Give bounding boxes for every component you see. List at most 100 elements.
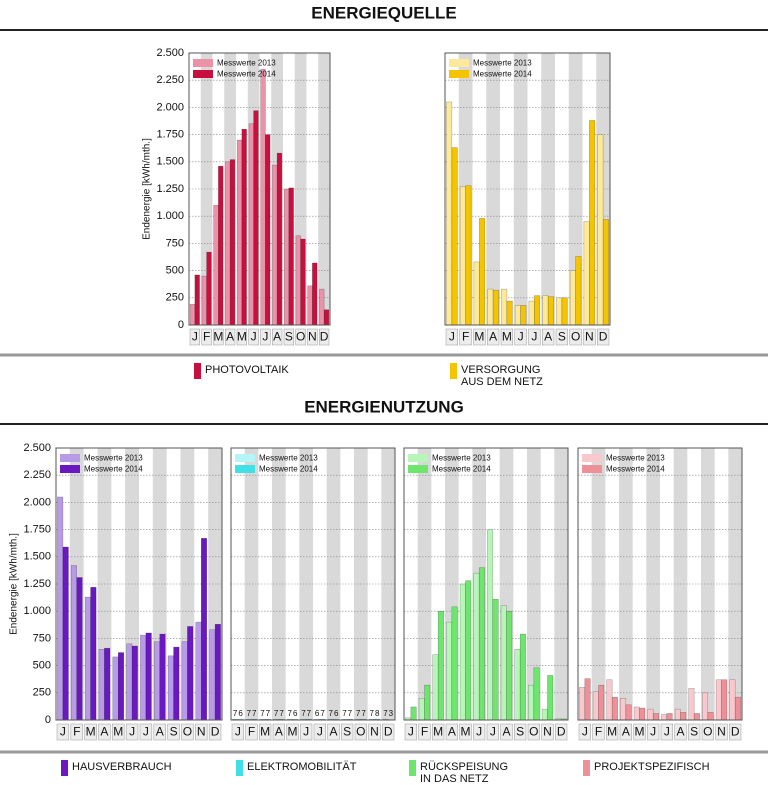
- value-label: 7: [348, 709, 353, 718]
- bar: [424, 684, 431, 721]
- month-cell: [307, 328, 318, 346]
- month-cell: [729, 723, 742, 741]
- bar: [218, 165, 224, 326]
- legend-swatch: [235, 454, 255, 462]
- bar: [248, 123, 254, 326]
- bar: [542, 295, 549, 326]
- bar: [541, 708, 548, 721]
- bar: [583, 221, 590, 326]
- x-tick-label: D: [320, 330, 329, 344]
- month-cell: [70, 723, 83, 741]
- month-cell: [382, 723, 395, 741]
- x-tick-label: F: [462, 330, 469, 344]
- bar: [519, 633, 526, 721]
- x-tick-label: F: [203, 330, 210, 344]
- bar: [283, 188, 290, 326]
- x-tick-label: O: [356, 725, 365, 739]
- bar: [569, 270, 576, 326]
- bar: [112, 656, 119, 721]
- legend-label: Messwerte 2013: [473, 59, 532, 68]
- bar: [418, 697, 425, 721]
- value-label: 7: [252, 709, 257, 718]
- x-tick-label: J: [650, 725, 656, 739]
- column-band: [272, 448, 286, 720]
- x-tick-label: A: [329, 725, 337, 739]
- y-tick-label: 2.250: [23, 469, 51, 481]
- bar: [702, 692, 709, 721]
- x-tick-label: A: [448, 725, 456, 739]
- legend-label: Messwerte 2014: [473, 70, 532, 79]
- month-cell: [125, 723, 139, 741]
- bar: [473, 261, 480, 326]
- month-cell: [619, 723, 632, 741]
- caption-swatch: [194, 363, 201, 379]
- bar: [410, 706, 417, 721]
- x-tick-label: S: [285, 330, 293, 344]
- value-label: 7: [329, 709, 334, 718]
- month-cell: [181, 723, 194, 741]
- month-cell: [368, 723, 381, 741]
- bar: [214, 624, 221, 721]
- value-label: 7: [301, 709, 306, 718]
- x-tick-label: N: [543, 725, 552, 739]
- bar: [195, 621, 202, 721]
- bar: [680, 712, 687, 721]
- month-cell: [445, 328, 458, 346]
- y-tick-label: 2.000: [23, 496, 51, 508]
- y-tick-label: 1.750: [156, 129, 184, 141]
- legend-swatch: [449, 70, 469, 78]
- x-tick-label: M: [433, 725, 443, 739]
- x-tick-label: A: [676, 725, 684, 739]
- month-cell: [139, 723, 153, 741]
- bar: [307, 285, 313, 326]
- x-tick-label: O: [183, 725, 192, 739]
- legend-swatch: [449, 59, 469, 67]
- x-tick-label: S: [170, 725, 178, 739]
- month-cell: [592, 723, 605, 741]
- bar: [473, 572, 480, 721]
- x-tick-label: S: [516, 725, 524, 739]
- column-band: [619, 448, 633, 720]
- bar: [229, 159, 236, 326]
- bar: [241, 128, 247, 326]
- bar: [446, 621, 453, 721]
- y-tick-label: 1.500: [23, 551, 51, 563]
- month-cell: [633, 723, 646, 741]
- bar: [666, 713, 673, 721]
- bar: [534, 295, 541, 326]
- x-tick-label: A: [502, 725, 510, 739]
- x-tick-label: A: [544, 330, 552, 344]
- bar: [323, 309, 330, 326]
- y-tick-label: 2.500: [23, 442, 51, 454]
- month-cell: [283, 328, 294, 346]
- month-cell: [500, 328, 513, 346]
- value-label: 3: [389, 709, 394, 718]
- x-tick-label: M: [113, 725, 123, 739]
- x-tick-label: J: [490, 725, 496, 739]
- x-tick-label: M: [237, 330, 247, 344]
- x-tick-label: M: [260, 725, 270, 739]
- month-cell: [500, 723, 513, 741]
- month-cell: [660, 723, 673, 741]
- section-title: ENERGIENUTZUNG: [304, 397, 464, 416]
- value-label: 7: [279, 709, 284, 718]
- month-cell: [195, 723, 208, 741]
- value-label: 7: [266, 709, 271, 718]
- bar: [319, 288, 325, 326]
- value-label: 6: [293, 709, 298, 718]
- month-cell: [208, 723, 222, 741]
- x-tick-label: J: [317, 725, 323, 739]
- legend-swatch: [235, 465, 255, 473]
- bar: [57, 496, 64, 721]
- bar: [187, 626, 194, 721]
- bar: [312, 262, 318, 326]
- bar: [500, 605, 507, 721]
- month-cell: [272, 328, 283, 346]
- bar: [602, 219, 609, 326]
- x-tick-label: J: [60, 725, 66, 739]
- bar: [206, 251, 212, 326]
- value-label: 7: [361, 709, 366, 718]
- month-cell: [313, 723, 326, 741]
- value-label: 7: [356, 709, 361, 718]
- bar: [225, 161, 231, 326]
